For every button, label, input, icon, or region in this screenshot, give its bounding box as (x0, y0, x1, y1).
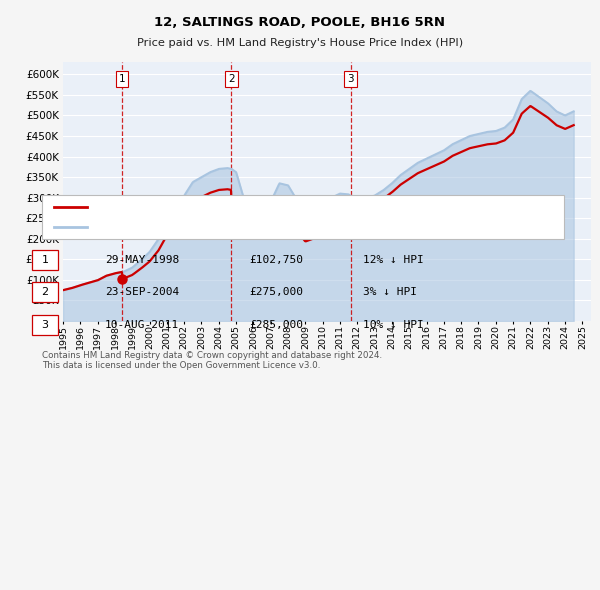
Text: 12% ↓ HPI: 12% ↓ HPI (363, 255, 424, 265)
Text: 10-AUG-2011: 10-AUG-2011 (105, 320, 179, 330)
Text: 3: 3 (41, 320, 49, 330)
Text: 12, SALTINGS ROAD, POOLE, BH16 5RN: 12, SALTINGS ROAD, POOLE, BH16 5RN (155, 17, 445, 30)
Text: Price paid vs. HM Land Registry's House Price Index (HPI): Price paid vs. HM Land Registry's House … (137, 38, 463, 48)
Text: 1: 1 (41, 255, 49, 265)
Text: 12, SALTINGS ROAD, POOLE, BH16 5RN (detached house): 12, SALTINGS ROAD, POOLE, BH16 5RN (deta… (93, 202, 392, 212)
Text: 2: 2 (228, 74, 235, 84)
Text: 29-MAY-1998: 29-MAY-1998 (105, 255, 179, 265)
Text: 3: 3 (347, 74, 354, 84)
Text: 10% ↓ HPI: 10% ↓ HPI (363, 320, 424, 330)
Text: £275,000: £275,000 (249, 287, 303, 297)
Text: HPI: Average price, detached house, Dorset: HPI: Average price, detached house, Dors… (93, 222, 320, 231)
Text: 3% ↓ HPI: 3% ↓ HPI (363, 287, 417, 297)
Text: 23-SEP-2004: 23-SEP-2004 (105, 287, 179, 297)
Text: 1: 1 (119, 74, 125, 84)
Text: £102,750: £102,750 (249, 255, 303, 265)
Text: £285,000: £285,000 (249, 320, 303, 330)
Text: 2: 2 (41, 287, 49, 297)
Text: Contains HM Land Registry data © Crown copyright and database right 2024.
This d: Contains HM Land Registry data © Crown c… (42, 350, 382, 370)
